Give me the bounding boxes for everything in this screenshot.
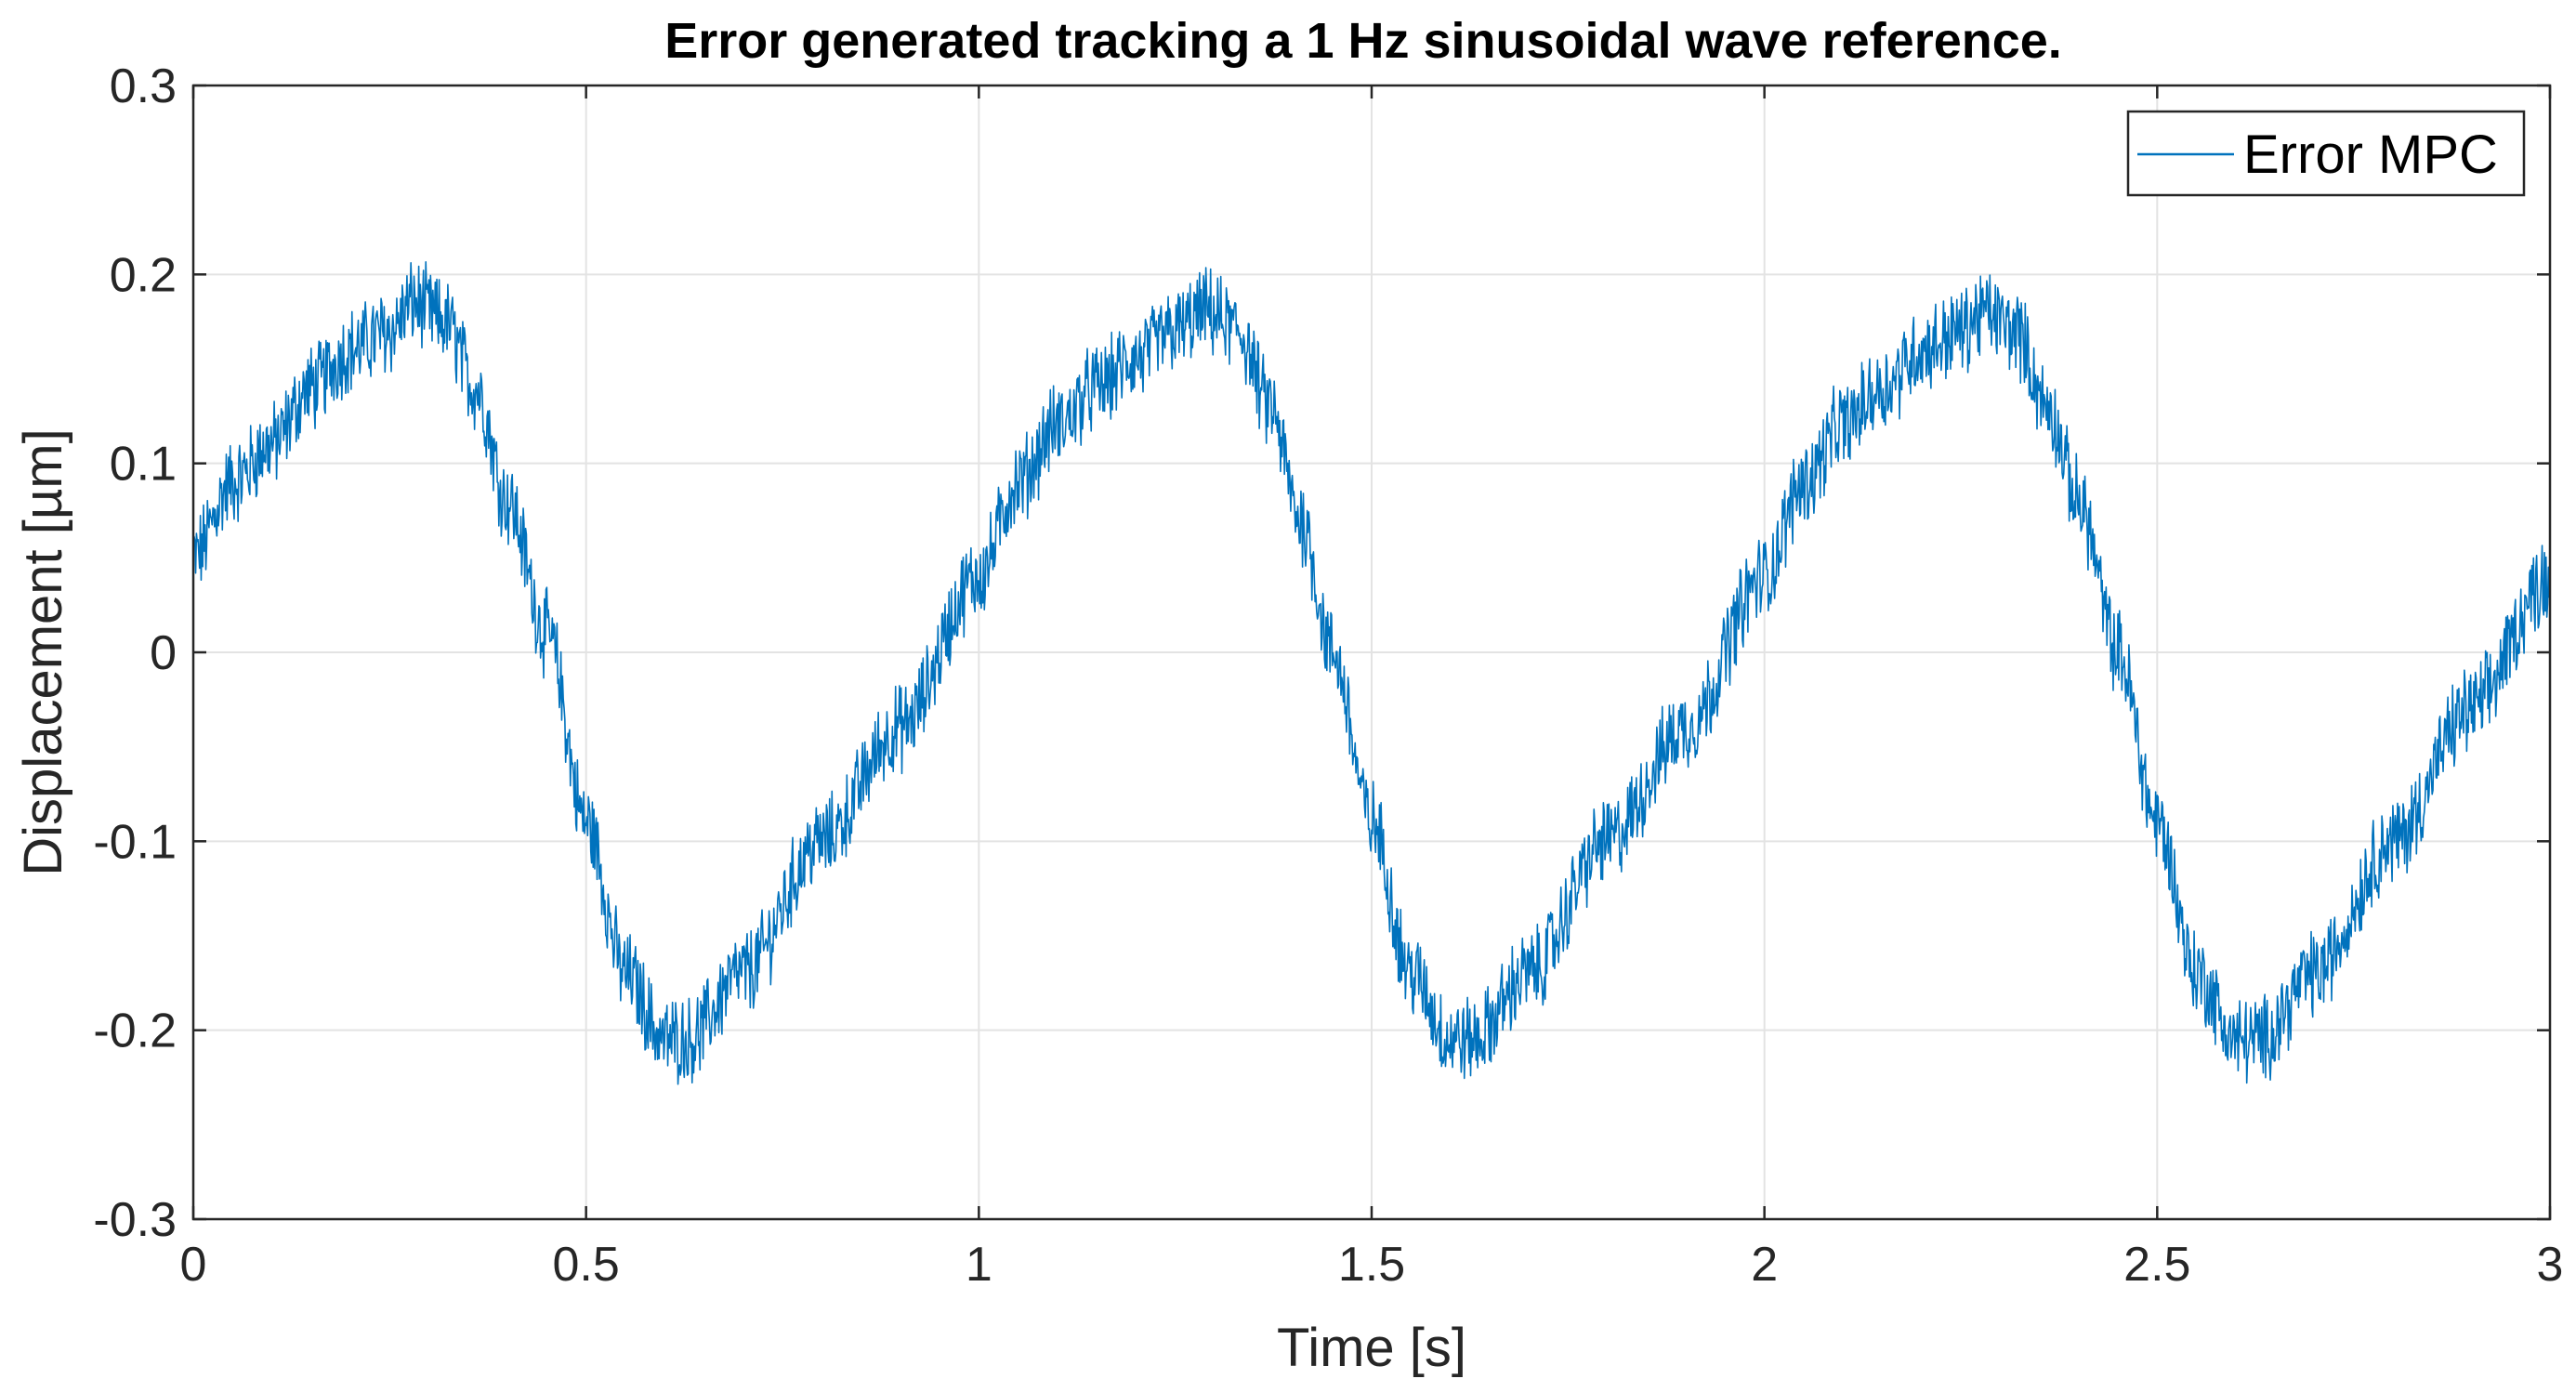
tick-marks	[191, 84, 2552, 1221]
x-tick-labels: 0 0.5 1 1.5 2 2.5 3	[180, 1238, 2564, 1292]
y-tick-label: 0	[150, 626, 177, 680]
y-tick-label: 0.2	[110, 248, 177, 302]
y-tick-label: 0.3	[110, 59, 177, 113]
y-tick-label: -0.2	[93, 1005, 177, 1058]
chart-title: Error generated tracking a 1 Hz sinusoid…	[664, 13, 2062, 69]
legend: Error MPC	[2126, 110, 2526, 197]
y-tick-label: -0.1	[93, 815, 177, 869]
y-tick-label: 0.1	[110, 438, 177, 492]
x-tick-label: 0	[180, 1238, 207, 1292]
x-tick-label: 3	[2537, 1238, 2564, 1292]
y-tick-labels: -0.3 -0.2 -0.1 0 0.1 0.2 0.3	[93, 59, 177, 1247]
x-tick-label: 1	[966, 1238, 992, 1292]
x-tick-label: 0.5	[553, 1238, 620, 1292]
x-tick-label: 2	[1751, 1238, 1778, 1292]
y-axis-label: Displacement [µm]	[13, 428, 73, 875]
y-tick-label: -0.3	[93, 1193, 177, 1247]
x-tick-label: 1.5	[1338, 1238, 1405, 1292]
x-axis-label: Time [s]	[1277, 1318, 1466, 1378]
series-line-error-mpc	[193, 261, 2550, 1085]
series-group	[193, 261, 2550, 1085]
x-tick-label: 2.5	[2123, 1238, 2190, 1292]
legend-label-error-mpc: Error MPC	[2243, 125, 2498, 185]
